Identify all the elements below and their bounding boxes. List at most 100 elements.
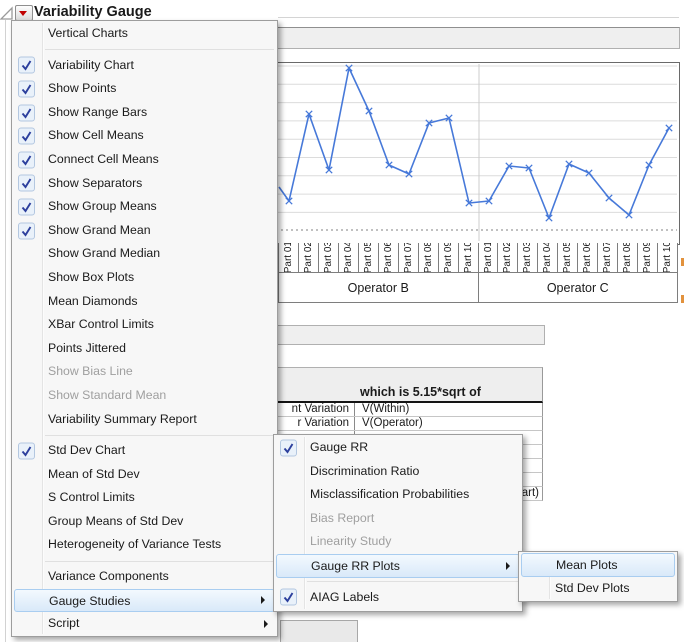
checkmark-icon (18, 80, 35, 98)
table-cell-source: nt Variation (260, 403, 355, 416)
report-divider-line (278, 17, 679, 18)
menu-item-show-grand-mean[interactable]: Show Grand Mean (12, 219, 277, 243)
menu-item-label: Mean Plots (556, 558, 618, 572)
gauge-studies-item-bias-report[interactable]: Bias Report (274, 507, 522, 531)
gauge-studies-item-aiag-labels[interactable]: AIAG Labels (274, 586, 522, 610)
x-axis-tick-label: Part 07 (598, 243, 619, 272)
x-axis-tick-label: Part 04 (538, 243, 559, 272)
x-axis-tick-label: Part 02 (299, 243, 319, 272)
menu-item-label: Show Bias Line (48, 364, 133, 379)
menu-item-label: Mean Diamonds (48, 293, 138, 308)
clipped-formula-fragment: art) (521, 487, 539, 499)
menu-item-label: Show Group Means (48, 199, 157, 214)
gauge-studies-item-linearity-study[interactable]: Linearity Study (274, 530, 522, 554)
gauge-rr-plots-item-mean-plots[interactable]: Mean Plots (521, 553, 675, 577)
menu-item-mean-diamonds[interactable]: Mean Diamonds (12, 290, 277, 314)
gauge-studies-separator (274, 578, 522, 586)
menu-item-connect-cell-means[interactable]: Connect Cell Means (12, 148, 277, 172)
menu-item-xbar-control-limits[interactable]: XBar Control Limits (12, 313, 277, 337)
menu-item-gauge-studies[interactable]: Gauge Studies (14, 588, 275, 613)
outline-tree-line (5, 20, 6, 642)
menu-item-variability-summary-report[interactable]: Variability Summary Report (12, 408, 277, 432)
x-axis-tick-label: Part 09 (638, 243, 659, 272)
gauge-studies-item-discrimination-ratio[interactable]: Discrimination Ratio (274, 460, 522, 484)
menu-item-label: AIAG Labels (310, 589, 380, 604)
menu-item-label: Discrimination Ratio (310, 463, 420, 478)
checkmark-icon (18, 442, 35, 460)
collapsed-panel-band-2 (260, 325, 545, 345)
menu-item-label: Misclassification Probabilities (310, 487, 470, 502)
gauge-rr-plots-item-std-dev-plots[interactable]: Std Dev Plots (519, 577, 677, 601)
x-axis-tick-label: Part 04 (339, 243, 359, 272)
menu-item-show-bias-line[interactable]: Show Bias Line (12, 360, 277, 384)
menu-item-label: Show Standard Mean (48, 387, 167, 402)
menu-item-show-range-bars[interactable]: Show Range Bars (12, 101, 277, 125)
menu-item-label: Connect Cell Means (48, 151, 159, 166)
gauge-studies-submenu: Gauge RR Discrimination Ratio Misclassific… (273, 434, 523, 612)
gauge-rr-plots-submenu: Mean Plots Std Dev Plots (518, 551, 678, 602)
checkmark-icon (18, 222, 35, 240)
red-triangle-menu-button[interactable] (15, 5, 33, 21)
menu-item-label: XBar Control Limits (48, 317, 154, 332)
menu-item-points-jittered[interactable]: Points Jittered (12, 337, 277, 361)
clipped-edge-fragment (681, 258, 684, 266)
red-triangle-icon (19, 11, 27, 16)
x-axis-tick-label: Part 10 (459, 243, 479, 272)
x-axis-tick-label: Part 06 (578, 243, 599, 272)
x-axis-tick-label: Part 10 (658, 243, 679, 272)
menu-separator (12, 431, 277, 439)
menu-item-label: Linearity Study (310, 534, 392, 549)
gauge-studies-item-misclassification-probabilities[interactable]: Misclassification Probabilities (274, 483, 522, 507)
menu-item-label: Show Box Plots (48, 269, 135, 284)
menu-item-label: Heterogeneity of Variance Tests (48, 537, 222, 552)
x-axis-tick-label: Part 03 (518, 243, 539, 272)
checkmark-icon (18, 174, 35, 192)
x-axis-tick-label: Part 08 (618, 243, 639, 272)
menu-item-std-dev-chart[interactable]: Std Dev Chart (12, 439, 277, 463)
menu-item-label: Gauge RR Plots (311, 558, 400, 573)
operator-group-label: Operator B (279, 273, 479, 302)
menu-item-show-group-means[interactable]: Show Group Means (12, 195, 277, 219)
menu-item-label: Show Cell Means (48, 128, 144, 143)
x-axis-part-labels: Part 01 Part 02 Part 03 Part 04 Part 05 Part … (278, 243, 679, 273)
x-axis-tick-label: Part 03 (319, 243, 339, 272)
menu-item-variance-components[interactable]: Variance Components (12, 565, 277, 589)
gauge-studies-item-gauge-rr-plots[interactable]: Gauge RR Plots (276, 553, 520, 578)
menu-item-group-means-of-std-dev[interactable]: Group Means of Std Dev (12, 510, 277, 534)
checkmark-icon (18, 127, 35, 145)
menu-item-label: Script (48, 616, 80, 631)
menu-item-variability-chart[interactable]: Variability Chart (12, 54, 277, 78)
menu-item-label: Std Dev Plots (555, 580, 630, 595)
outline-disclosure-icon[interactable] (0, 6, 14, 21)
menu-item-label: Group Means of Std Dev (48, 513, 184, 528)
checkmark-icon (280, 439, 297, 457)
menu-item-script[interactable]: Script (12, 612, 277, 636)
menu-item-label: Show Grand Median (48, 246, 161, 261)
menu-item-label: Show Separators (48, 175, 143, 190)
table-cell-formula: V(Within) (362, 403, 410, 415)
variability-chart-plot-area (240, 62, 680, 245)
x-axis-tick-label: Part 05 (359, 243, 379, 272)
operator-group-label: Operator C (479, 273, 678, 302)
menu-item-show-box-plots[interactable]: Show Box Plots (12, 266, 277, 290)
gauge-rr-table-header: which is 5.15*sqrt of (260, 367, 543, 403)
x-axis-tick-label: Part 05 (558, 243, 579, 272)
variability-chart-svg (241, 64, 677, 241)
red-triangle-popup-menu: Vertical Charts Variability Chart Show Poi… (11, 20, 278, 637)
menu-item-show-points[interactable]: Show Points (12, 77, 277, 101)
menu-item-vertical-charts[interactable]: Vertical Charts (12, 22, 277, 46)
table-cell-formula: V(Operator) (362, 417, 423, 429)
menu-item-mean-of-std-dev[interactable]: Mean of Std Dev (12, 463, 277, 487)
checkmark-icon (280, 588, 297, 606)
checkmark-icon (18, 151, 35, 169)
menu-item-show-grand-median[interactable]: Show Grand Median (12, 242, 277, 266)
submenu-arrow-icon (261, 596, 265, 605)
gauge-studies-item-gauge-rr[interactable]: Gauge RR (274, 436, 522, 460)
menu-item-show-standard-mean[interactable]: Show Standard Mean (12, 384, 277, 408)
menu-item-show-cell-means[interactable]: Show Cell Means (12, 124, 277, 148)
menu-item-label: Variance Components (48, 569, 169, 584)
menu-item-show-separators[interactable]: Show Separators (12, 172, 277, 196)
menu-item-heterogeneity-of-variance-tests[interactable]: Heterogeneity of Variance Tests (12, 533, 277, 557)
menu-item-label: Gauge RR (310, 440, 369, 454)
menu-item-s-control-limits[interactable]: S Control Limits (12, 486, 277, 510)
